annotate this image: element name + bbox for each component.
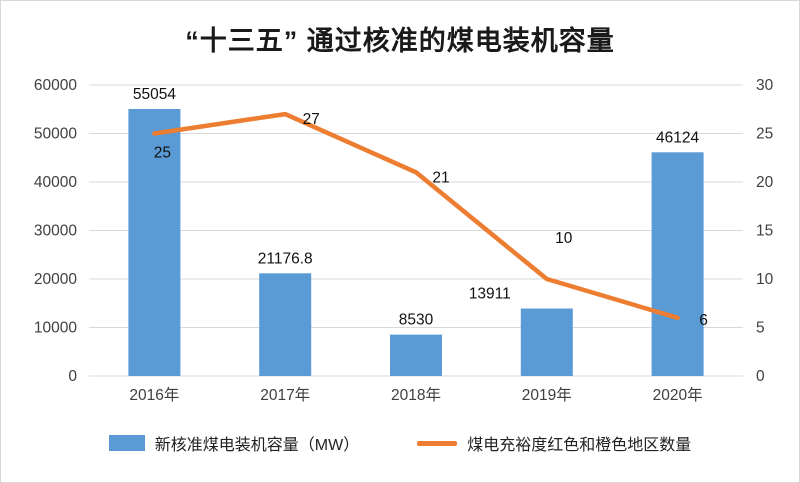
svg-text:2017年: 2017年 [260, 386, 310, 404]
svg-text:0: 0 [756, 368, 765, 385]
chart-legend: 新核准煤电装机容量（MW） 煤电充裕度红色和橙色地区数量 [1, 431, 799, 455]
line-legend-swatch [417, 440, 458, 446]
svg-text:6: 6 [699, 312, 708, 329]
svg-text:15: 15 [756, 223, 773, 240]
svg-text:10: 10 [756, 271, 774, 288]
svg-text:25: 25 [154, 145, 171, 162]
svg-text:5: 5 [756, 320, 765, 337]
svg-text:2020年: 2020年 [653, 386, 703, 404]
svg-text:2018年: 2018年 [391, 386, 441, 404]
svg-text:27: 27 [303, 111, 320, 128]
svg-text:2019年: 2019年 [522, 386, 572, 404]
svg-text:20: 20 [756, 174, 774, 191]
svg-text:25: 25 [756, 126, 773, 143]
svg-text:30000: 30000 [34, 223, 77, 240]
svg-text:20000: 20000 [34, 271, 77, 288]
svg-text:55054: 55054 [133, 86, 176, 103]
chart-title: “十三五” 通过核准的煤电装机容量 [185, 26, 615, 56]
legend-label-bar: 新核准煤电装机容量（MW） [154, 437, 360, 454]
svg-text:10: 10 [555, 230, 573, 247]
svg-text:21: 21 [432, 169, 449, 186]
svg-text:13911: 13911 [469, 286, 511, 303]
svg-text:2016年: 2016年 [129, 386, 179, 404]
bar-legend-swatch [108, 435, 145, 451]
svg-text:60000: 60000 [34, 77, 77, 94]
svg-text:46124: 46124 [656, 129, 699, 146]
legend-item-bar: 新核准煤电装机容量（MW） [108, 431, 360, 455]
legend-item-line: 煤电充裕度红色和橙色地区数量 [417, 431, 691, 455]
svg-text:40000: 40000 [34, 174, 77, 191]
svg-text:10000: 10000 [34, 320, 77, 337]
svg-text:30: 30 [756, 77, 774, 94]
legend-label-line: 煤电充裕度红色和橙色地区数量 [467, 437, 692, 454]
svg-text:50000: 50000 [34, 126, 77, 143]
svg-text:8530: 8530 [399, 312, 434, 329]
svg-text:21176.8: 21176.8 [258, 250, 313, 267]
svg-text:0: 0 [68, 368, 77, 385]
